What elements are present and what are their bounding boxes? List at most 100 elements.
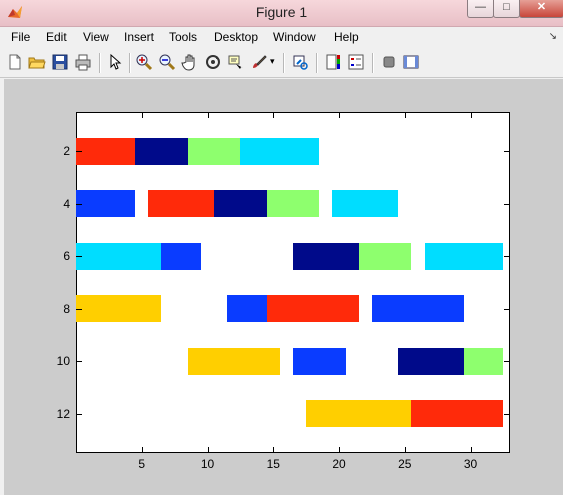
plot-axes [76,112,510,453]
x-tick-mark-top [339,112,341,118]
bar-segment [293,347,346,375]
menu-view[interactable]: View [83,30,109,44]
bar-segment [187,137,241,165]
bar-segment [398,347,464,375]
bar-segment [187,347,280,375]
y-tick-label: 6 [63,249,70,264]
matlab-icon [8,6,22,18]
data-cursor-icon[interactable] [227,53,245,71]
y-tick-mark [76,256,82,258]
x-tick-label: 10 [200,457,215,471]
hide-plot-tools-icon[interactable] [380,53,398,71]
y-tick-mark-right [504,361,510,363]
toolbar-separator [283,53,285,73]
x-tick-label: 30 [463,457,478,471]
bar-segment [161,242,201,270]
maximize-button[interactable]: □ [493,0,520,18]
x-tick-mark-top [470,112,472,118]
bar-segment [293,242,359,270]
bar-segment [332,190,399,218]
menu-insert[interactable]: Insert [124,30,155,44]
x-tick-mark [207,447,209,453]
show-plot-tools-icon[interactable] [402,53,420,71]
toolbar-separator [316,53,318,73]
x-tick-mark [339,447,341,453]
x-tick-mark-top [404,112,406,118]
y-tick-mark-right [504,256,510,258]
x-tick-label: 15 [266,457,280,471]
bar-segment [266,295,359,323]
y-tick-mark [76,413,82,415]
x-tick-mark-top [207,112,209,118]
bar-segment [463,347,504,375]
toolbar-separator [129,53,131,73]
bar-segment [424,242,504,270]
y-tick-mark [76,361,82,363]
link-plot-icon[interactable] [291,53,309,71]
title-bar: Figure 1 — □ ✕ [0,0,563,27]
x-tick-mark [404,447,406,453]
bar-segment [358,242,412,270]
bar-segment [306,400,412,428]
y-tick-label: 12 [56,406,70,421]
menu-help[interactable]: Help [334,30,359,44]
y-tick-label: 8 [63,301,70,316]
open-file-icon[interactable] [28,53,46,71]
bar-segment [76,137,136,165]
toolbar-separator [372,53,374,73]
menu-edit[interactable]: Edit [46,30,67,44]
x-tick-mark [470,447,472,453]
bar-segment [411,400,504,428]
y-tick-mark-right [504,413,510,415]
y-tick-mark [76,203,82,205]
menu-bar: File Edit View Insert Tools Desktop Wind… [0,27,563,49]
y-tick-mark-right [504,151,510,153]
y-tick-label: 4 [63,196,70,211]
menu-window[interactable]: Window [273,30,316,44]
x-tick-label: 5 [138,457,146,471]
menu-desktop[interactable]: Desktop [214,30,259,44]
y-tick-label: 10 [56,354,70,369]
bar-segment [148,190,215,218]
bar-segment [266,190,320,218]
bar-segment [371,295,464,323]
zoom-out-icon[interactable] [158,53,176,71]
print-icon[interactable] [74,53,92,71]
bar-segment [76,295,162,323]
colorbar-icon[interactable] [324,53,342,71]
x-tick-label: 20 [332,457,346,471]
figure-toolbar: ▾ [0,49,563,78]
y-tick-mark-right [504,203,510,205]
y-tick-mark [76,308,82,310]
bar-segment [214,190,267,218]
bar-segment [76,242,162,270]
y-tick-label: 2 [63,144,70,159]
bar-segment [227,295,267,323]
brush-dropdown-icon[interactable]: ▾ [270,56,275,66]
bar-segment [76,190,136,218]
x-tick-mark [141,447,143,453]
x-tick-label: 25 [398,457,412,471]
new-figure-icon[interactable] [6,53,24,71]
y-tick-mark-right [504,308,510,310]
x-tick-mark-top [141,112,143,118]
save-icon[interactable] [51,53,69,71]
pointer-icon[interactable] [106,53,124,71]
minimize-button[interactable]: — [467,0,494,18]
legend-icon[interactable] [347,53,365,71]
close-button[interactable]: ✕ [519,0,563,18]
x-tick-mark-top [273,112,275,118]
menu-tools[interactable]: Tools [169,30,198,44]
y-tick-mark [76,151,82,153]
bar-segment [240,137,320,165]
x-tick-mark [273,447,275,453]
window-title: Figure 1 [255,4,308,20]
toolbar-separator [99,53,101,73]
rotate-3d-icon[interactable] [204,53,222,71]
bar-segment [135,137,188,165]
dock-arrow-icon[interactable]: ↘ [548,31,557,42]
menu-file[interactable]: File [11,30,31,44]
brush-icon[interactable] [250,53,268,71]
zoom-in-icon[interactable] [135,53,153,71]
pan-hand-icon[interactable] [181,53,199,71]
